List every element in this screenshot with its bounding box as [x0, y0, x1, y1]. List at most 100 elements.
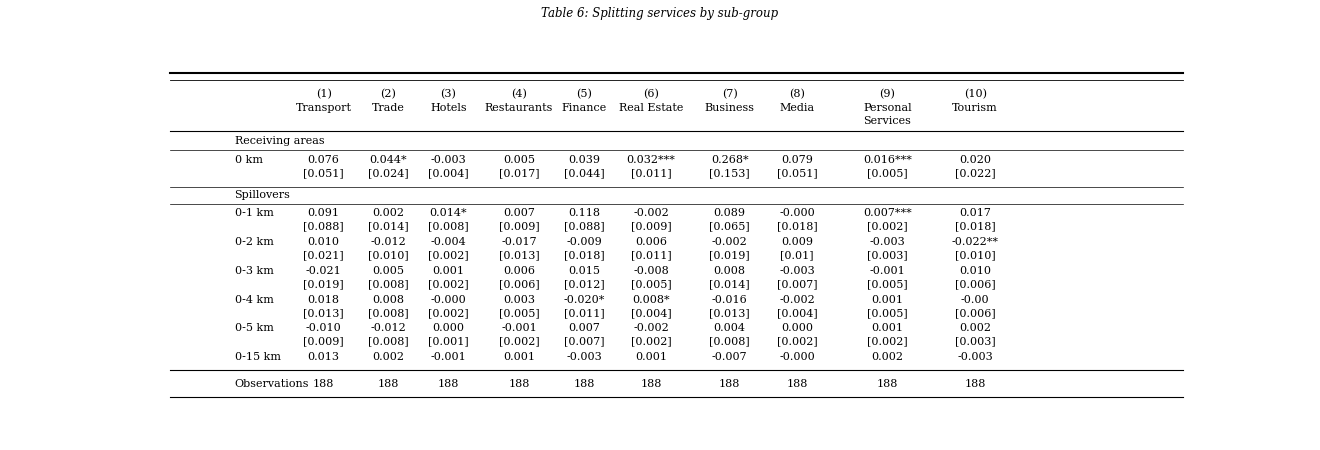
Text: -0.00: -0.00: [961, 295, 990, 305]
Text: (5): (5): [577, 89, 593, 99]
Text: 0.001: 0.001: [871, 295, 903, 305]
Text: Observations: Observations: [235, 378, 309, 388]
Text: [0.008]: [0.008]: [428, 221, 469, 232]
Text: -0.003: -0.003: [566, 352, 602, 362]
Text: 0.007***: 0.007***: [863, 208, 912, 218]
Text: -0.007: -0.007: [711, 352, 747, 362]
Text: [0.005]: [0.005]: [867, 279, 908, 289]
Text: [0.005]: [0.005]: [867, 308, 908, 318]
Text: 0.001: 0.001: [433, 266, 465, 276]
Text: 0.006: 0.006: [503, 266, 535, 276]
Text: Spillovers: Spillovers: [235, 190, 290, 200]
Text: -0.022**: -0.022**: [952, 237, 999, 247]
Text: 0-3 km: 0-3 km: [235, 266, 273, 276]
Text: 0.005: 0.005: [372, 266, 404, 276]
Text: 0.001: 0.001: [503, 352, 535, 362]
Text: 0.118: 0.118: [569, 208, 601, 218]
Text: 188: 188: [787, 378, 808, 388]
Text: [0.051]: [0.051]: [777, 168, 817, 178]
Text: Transport: Transport: [296, 103, 351, 112]
Text: 0.015: 0.015: [569, 266, 601, 276]
Text: 188: 188: [508, 378, 529, 388]
Text: [0.001]: [0.001]: [428, 337, 469, 347]
Text: [0.002]: [0.002]: [499, 337, 540, 347]
Text: [0.002]: [0.002]: [428, 308, 469, 318]
Text: [0.008]: [0.008]: [368, 337, 408, 347]
Text: 0-5 km: 0-5 km: [235, 324, 273, 333]
Text: 0.076: 0.076: [308, 155, 339, 165]
Text: -0.001: -0.001: [502, 324, 537, 333]
Text: 188: 188: [313, 378, 334, 388]
Text: 0.017: 0.017: [960, 208, 991, 218]
Text: -0.016: -0.016: [711, 295, 747, 305]
Text: 188: 188: [378, 378, 399, 388]
Text: [0.006]: [0.006]: [954, 308, 995, 318]
Text: [0.044]: [0.044]: [564, 168, 605, 178]
Text: 0.007: 0.007: [569, 324, 601, 333]
Text: [0.008]: [0.008]: [368, 308, 408, 318]
Text: -0.010: -0.010: [306, 324, 342, 333]
Text: [0.153]: [0.153]: [709, 168, 750, 178]
Text: Real Estate: Real Estate: [619, 103, 684, 112]
Text: 0-1 km: 0-1 km: [235, 208, 273, 218]
Text: -0.004: -0.004: [430, 237, 466, 247]
Text: [0.018]: [0.018]: [954, 221, 995, 232]
Text: Personal: Personal: [863, 103, 912, 112]
Text: 0.001: 0.001: [871, 324, 903, 333]
Text: (2): (2): [380, 89, 396, 99]
Text: [0.004]: [0.004]: [631, 308, 672, 318]
Text: -0.003: -0.003: [870, 237, 906, 247]
Text: [0.002]: [0.002]: [428, 250, 469, 260]
Text: (7): (7): [722, 89, 738, 99]
Text: Trade: Trade: [371, 103, 404, 112]
Text: -0.009: -0.009: [566, 237, 602, 247]
Text: 0-15 km: 0-15 km: [235, 352, 281, 362]
Text: 0.005: 0.005: [503, 155, 535, 165]
Text: 188: 188: [438, 378, 459, 388]
Text: [0.003]: [0.003]: [867, 250, 908, 260]
Text: [0.013]: [0.013]: [499, 250, 540, 260]
Text: 0.002: 0.002: [871, 352, 903, 362]
Text: 0-4 km: 0-4 km: [235, 295, 273, 305]
Text: 0.007: 0.007: [503, 208, 535, 218]
Text: 0.018: 0.018: [308, 295, 339, 305]
Text: [0.007]: [0.007]: [564, 337, 605, 347]
Text: -0.012: -0.012: [370, 324, 405, 333]
Text: [0.012]: [0.012]: [564, 279, 605, 289]
Text: (6): (6): [643, 89, 659, 99]
Text: 0.014*: 0.014*: [429, 208, 467, 218]
Text: [0.004]: [0.004]: [777, 308, 817, 318]
Text: [0.005]: [0.005]: [867, 168, 908, 178]
Text: 0-2 km: 0-2 km: [235, 237, 273, 247]
Text: [0.005]: [0.005]: [499, 308, 540, 318]
Text: -0.002: -0.002: [634, 208, 669, 218]
Text: [0.002]: [0.002]: [428, 279, 469, 289]
Text: 0.010: 0.010: [308, 237, 339, 247]
Text: Services: Services: [863, 116, 911, 126]
Text: 0.020: 0.020: [960, 155, 991, 165]
Text: Restaurants: Restaurants: [484, 103, 553, 112]
Text: [0.018]: [0.018]: [564, 250, 605, 260]
Text: -0.002: -0.002: [711, 237, 747, 247]
Text: Business: Business: [705, 103, 755, 112]
Text: -0.003: -0.003: [430, 155, 466, 165]
Text: 0.008: 0.008: [372, 295, 404, 305]
Text: 0.008*: 0.008*: [632, 295, 669, 305]
Text: 0.006: 0.006: [635, 237, 667, 247]
Text: Media: Media: [780, 103, 814, 112]
Text: 0.009: 0.009: [781, 237, 813, 247]
Text: [0.005]: [0.005]: [631, 279, 672, 289]
Text: [0.006]: [0.006]: [954, 279, 995, 289]
Text: [0.024]: [0.024]: [368, 168, 408, 178]
Text: [0.088]: [0.088]: [304, 221, 345, 232]
Text: 188: 188: [719, 378, 741, 388]
Text: [0.021]: [0.021]: [304, 250, 345, 260]
Text: -0.001: -0.001: [870, 266, 906, 276]
Text: [0.011]: [0.011]: [564, 308, 605, 318]
Text: -0.002: -0.002: [634, 324, 669, 333]
Text: [0.008]: [0.008]: [709, 337, 750, 347]
Text: 0 km: 0 km: [235, 155, 263, 165]
Text: [0.01]: [0.01]: [780, 250, 814, 260]
Text: 0.268*: 0.268*: [711, 155, 748, 165]
Text: 188: 188: [876, 378, 898, 388]
